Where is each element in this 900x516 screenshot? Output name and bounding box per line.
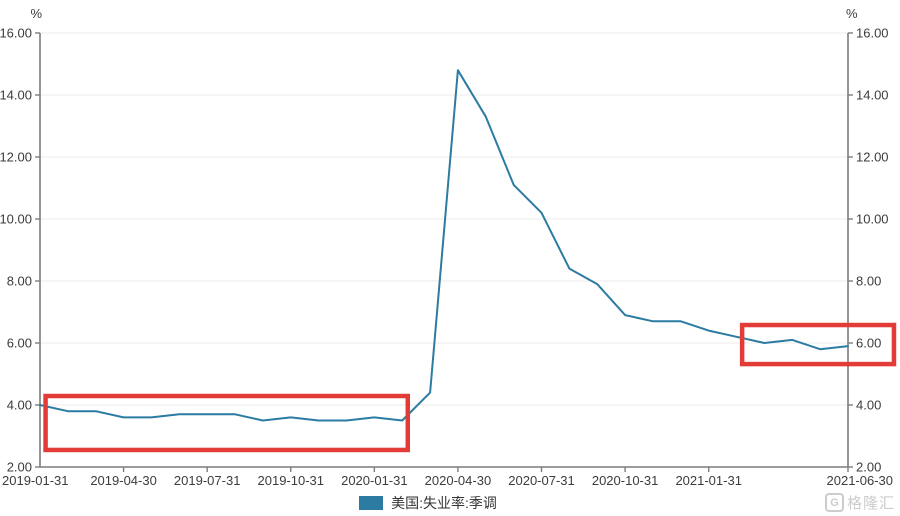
y-tick-label-left: 14.00 bbox=[0, 88, 32, 103]
y-axis-unit-right: % bbox=[846, 6, 858, 21]
x-tick-label: 2021-01-31 bbox=[675, 473, 742, 488]
x-tick-label: 2020-04-30 bbox=[425, 473, 492, 488]
y-tick-label-left: 4.00 bbox=[7, 398, 32, 413]
watermark-logo-icon: G bbox=[824, 493, 844, 512]
y-tick-label-left: 10.00 bbox=[0, 212, 32, 227]
unemployment-rate-line bbox=[39, 69, 849, 422]
y-tick-label-right: 14.00 bbox=[856, 88, 889, 103]
highlight-annotation-box bbox=[43, 393, 411, 453]
legend-swatch bbox=[359, 496, 384, 510]
y-tick-label-left: 2.00 bbox=[7, 460, 32, 475]
x-tick-label: 2019-01-31 bbox=[2, 473, 69, 488]
y-tick-label-right: 12.00 bbox=[856, 150, 889, 165]
legend-label: 美国:失业率:季调 bbox=[391, 495, 497, 511]
x-tick-label: 2019-07-31 bbox=[174, 473, 241, 488]
y-tick-label-left: 6.00 bbox=[7, 336, 32, 351]
watermark-text: 格隆汇 bbox=[846, 495, 895, 512]
y-tick-label-right: 10.00 bbox=[856, 212, 889, 227]
watermark: G 格隆汇 bbox=[824, 492, 895, 513]
x-tick-label: 2020-07-31 bbox=[508, 473, 575, 488]
y-tick-label-right: 6.00 bbox=[856, 336, 881, 351]
x-tick-label: 2019-04-30 bbox=[90, 473, 157, 488]
y-tick-label-right: 2.00 bbox=[856, 460, 881, 475]
y-tick-label-left: 12.00 bbox=[0, 150, 32, 165]
x-tick-label: 2020-01-31 bbox=[341, 473, 408, 488]
y-tick-label-right: 4.00 bbox=[856, 398, 881, 413]
y-tick-label-right: 16.00 bbox=[856, 26, 889, 41]
highlight-annotation-box bbox=[739, 322, 897, 367]
y-axis-unit-left: % bbox=[30, 6, 42, 21]
y-tick-label-left: 16.00 bbox=[0, 26, 32, 41]
x-tick-label: 2020-10-31 bbox=[592, 473, 659, 488]
x-tick-label: 2019-10-31 bbox=[258, 473, 325, 488]
y-tick-label-right: 8.00 bbox=[856, 274, 881, 289]
y-tick-label-left: 8.00 bbox=[7, 274, 32, 289]
x-tick-label: 2021-06-30 bbox=[827, 473, 894, 488]
legend: 美国:失业率:季调 bbox=[0, 493, 878, 513]
